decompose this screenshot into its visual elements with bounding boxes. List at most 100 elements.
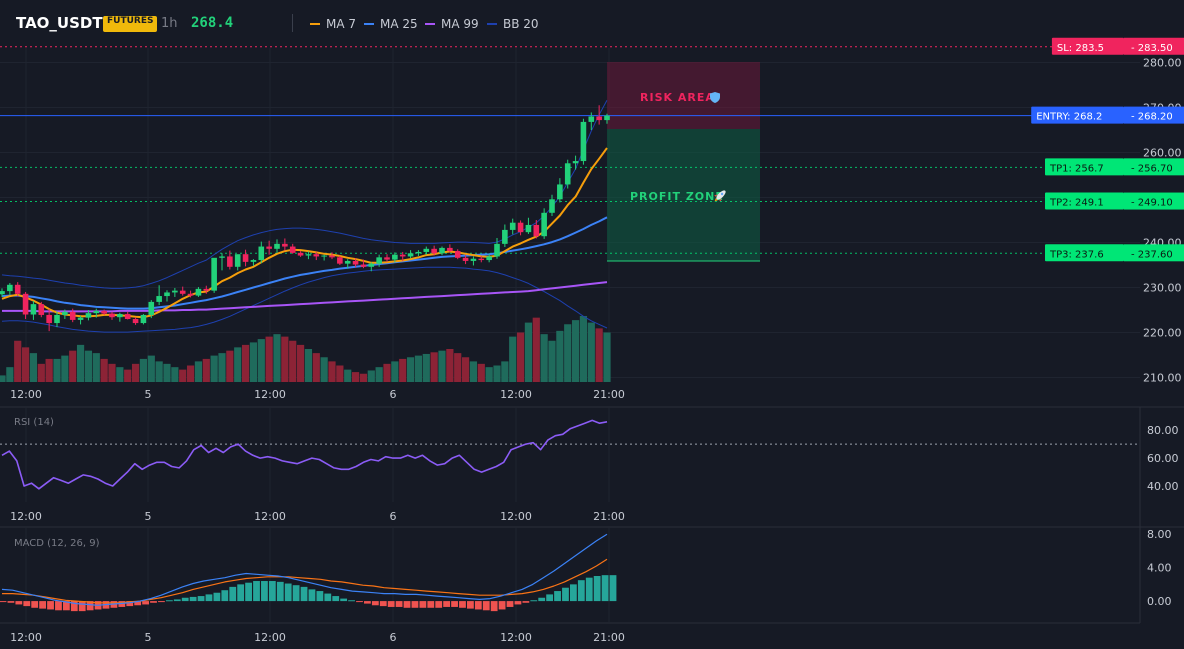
- header-divider: [292, 14, 293, 32]
- candle-body: [7, 284, 13, 292]
- candle-body: [604, 115, 610, 121]
- volume-bar: [249, 342, 258, 382]
- volume-bar: [257, 339, 265, 382]
- macd-histogram-bar: [482, 601, 490, 611]
- rsi-title: RSI (14): [14, 417, 54, 428]
- macd-histogram-bar: [86, 601, 94, 611]
- volume-bar: [540, 334, 548, 382]
- candle-body: [549, 199, 555, 213]
- symbol-title[interactable]: TAO_USDT: [16, 14, 103, 32]
- candle-body: [164, 292, 170, 297]
- candle-body: [399, 254, 406, 257]
- candle-body: [85, 313, 92, 318]
- time-tick-label: 6: [390, 388, 397, 401]
- candle-body: [46, 314, 52, 324]
- macd-histogram-bar: [554, 591, 561, 602]
- legend-bb20[interactable]: BB 20: [487, 17, 539, 31]
- macd-histogram-bar: [498, 601, 506, 610]
- macd-pane[interactable]: MACD (12, 26, 9) 8.00 4.00 0.00: [0, 528, 1172, 612]
- legend-ma99[interactable]: MA 99: [425, 17, 479, 31]
- rsi-pane[interactable]: RSI (14) 80.00 60.00 40.00: [0, 417, 1179, 493]
- candle-body: [148, 301, 155, 315]
- volume-bar: [210, 355, 218, 382]
- candle-body: [132, 319, 139, 324]
- time-axes[interactable]: 12:00 5 12:00 6 12:00 21:00 12:00 5 12:00 6 12:00 2…: [10, 388, 625, 644]
- candle-body: [203, 288, 210, 291]
- rsi-tick-label: 80.00: [1147, 424, 1179, 437]
- candle-body: [533, 224, 540, 237]
- candle-body: [470, 258, 477, 261]
- profit-zone: [607, 129, 760, 261]
- volume-bar: [147, 355, 155, 382]
- candle-body: [541, 212, 547, 237]
- candle-body: [38, 304, 45, 315]
- chart-header: TAO_USDT FUTURES 1h 268.4 MA 7 MA 25 MA …: [0, 0, 1184, 46]
- volume-bar: [84, 350, 93, 382]
- ma99-swatch: [425, 23, 435, 25]
- rsi-tick-label: 60.00: [1147, 452, 1179, 465]
- macd-histogram-bar: [514, 601, 522, 605]
- risk-area-label: RISK AREA: [640, 91, 715, 104]
- candle-body: [502, 229, 508, 244]
- candle-body: [258, 246, 265, 261]
- timeframe-selector[interactable]: 1h: [161, 16, 178, 31]
- macd-histogram-bar: [364, 601, 371, 604]
- ma25-line: [1, 216, 608, 310]
- candle-body: [557, 184, 563, 200]
- volume-bar: [234, 347, 242, 382]
- candle-body: [140, 314, 147, 324]
- macd-histogram-bar: [609, 575, 617, 602]
- candle-body: [124, 314, 131, 319]
- macd-line: [1, 533, 608, 606]
- take-profit-3-tag: [1045, 244, 1124, 262]
- macd-histogram-bar: [379, 601, 387, 607]
- price-tick-label: 210.00: [1143, 372, 1182, 385]
- legend-ma7[interactable]: MA 7: [310, 17, 356, 31]
- macd-histogram-bar: [427, 601, 435, 608]
- macd-histogram-bar: [62, 601, 70, 611]
- candle-body: [517, 222, 524, 233]
- candle-body: [62, 311, 68, 315]
- candle-body: [439, 247, 445, 254]
- trade-level-lines: [0, 46, 1184, 254]
- candle-body: [376, 257, 382, 264]
- price-tick-label: 260.00: [1143, 147, 1182, 160]
- volume-bar: [304, 349, 313, 382]
- macd-histogram-bar: [316, 591, 324, 602]
- macd-histogram-bar: [411, 601, 419, 608]
- candle-body: [588, 116, 595, 122]
- volume-bar: [328, 361, 336, 382]
- macd-histogram-bar: [538, 597, 546, 602]
- macd-histogram-bar: [276, 581, 284, 602]
- macd-histogram-bar: [593, 576, 601, 602]
- take-profit-3-tag-text: TP3: 237.6: [1049, 249, 1104, 260]
- candle-body: [596, 116, 602, 121]
- macd-histogram-bar: [443, 601, 451, 607]
- candle-body: [117, 314, 123, 318]
- candlesticks[interactable]: [0, 105, 610, 332]
- volume-bar: [579, 316, 588, 382]
- candle-body: [187, 293, 194, 296]
- macd-histogram-bar: [134, 601, 142, 606]
- last-price: 268.4: [191, 15, 234, 31]
- macd-histogram-bar: [474, 601, 482, 610]
- candle-body: [564, 163, 571, 185]
- price-axis[interactable]: 280.00270.00260.00250.00240.00230.00220.…: [1143, 57, 1182, 385]
- candle-body: [266, 246, 272, 249]
- volume-bar: [163, 363, 171, 382]
- volume-bar: [603, 332, 611, 382]
- macd-histogram-bar: [39, 601, 47, 609]
- time-tick-label: 21:00: [593, 631, 625, 644]
- candle-body: [156, 296, 162, 302]
- macd-histogram-bar: [70, 601, 78, 612]
- volume-bar: [155, 361, 163, 382]
- macd-histogram-bar: [324, 593, 332, 602]
- legend-ma25[interactable]: MA 25: [364, 17, 418, 31]
- candle-body: [478, 258, 485, 261]
- legend-ma25-label: MA 25: [380, 17, 418, 31]
- grid-lines: [0, 48, 1140, 622]
- macd-histogram-bar: [253, 581, 260, 602]
- volume-bar: [76, 344, 85, 382]
- volume-bar: [399, 358, 407, 382]
